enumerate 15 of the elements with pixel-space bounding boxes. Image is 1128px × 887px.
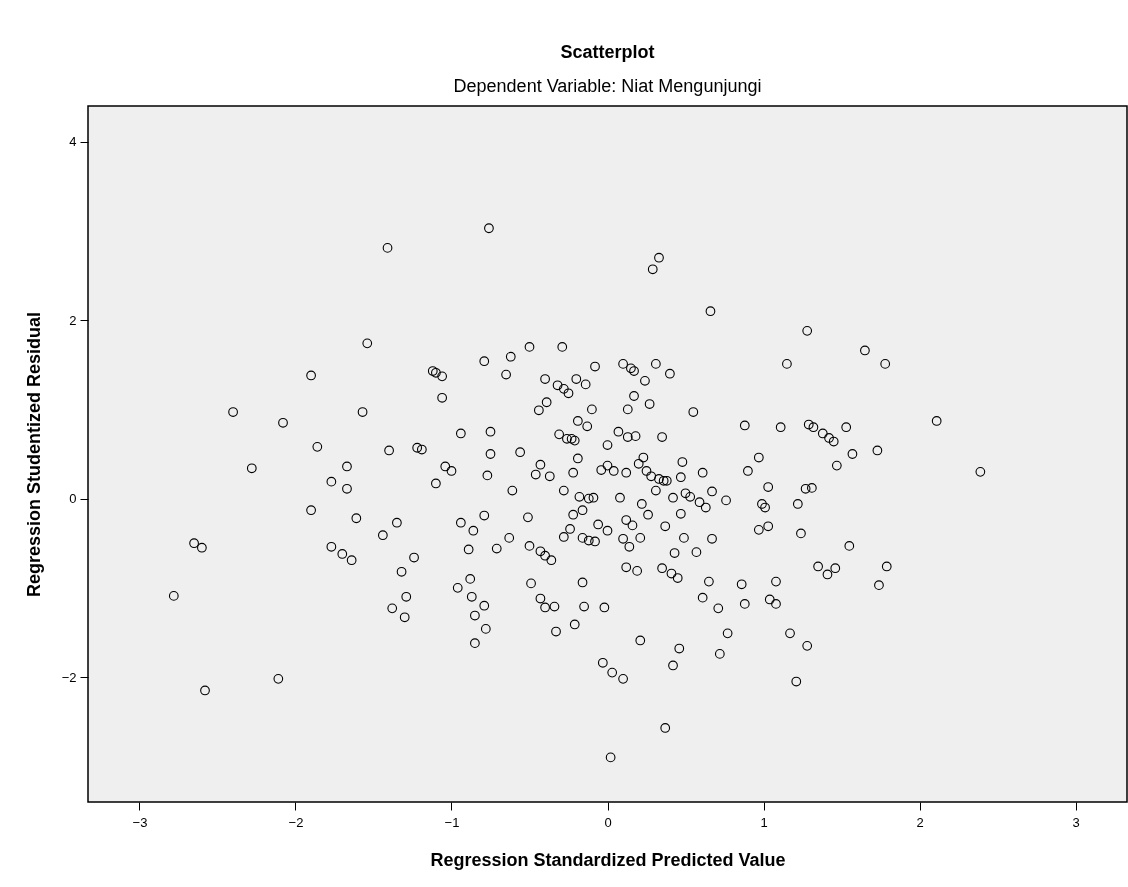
x-tick-label: 3 [1072, 814, 1080, 830]
x-tick-label: −2 [288, 814, 304, 830]
y-tick-label: 2 [69, 312, 77, 328]
x-tick-label: 0 [604, 814, 612, 830]
y-tick-label: −2 [61, 669, 77, 685]
y-axis-title: Regression Studentized Residual [23, 311, 44, 598]
y-tick-label: 4 [69, 134, 77, 150]
y-tick-label: 0 [69, 491, 77, 507]
chart-title: Scatterplot [560, 42, 655, 62]
x-tick-label: 2 [916, 814, 924, 830]
x-tick-label: −1 [444, 814, 460, 830]
x-tick-label: −3 [132, 814, 148, 830]
chart-subtitle: Dependent Variable: Niat Mengunjungi [453, 76, 762, 96]
x-axis-title: Regression Standardized Predicted Value [430, 849, 786, 870]
x-tick-label: 1 [760, 814, 768, 830]
